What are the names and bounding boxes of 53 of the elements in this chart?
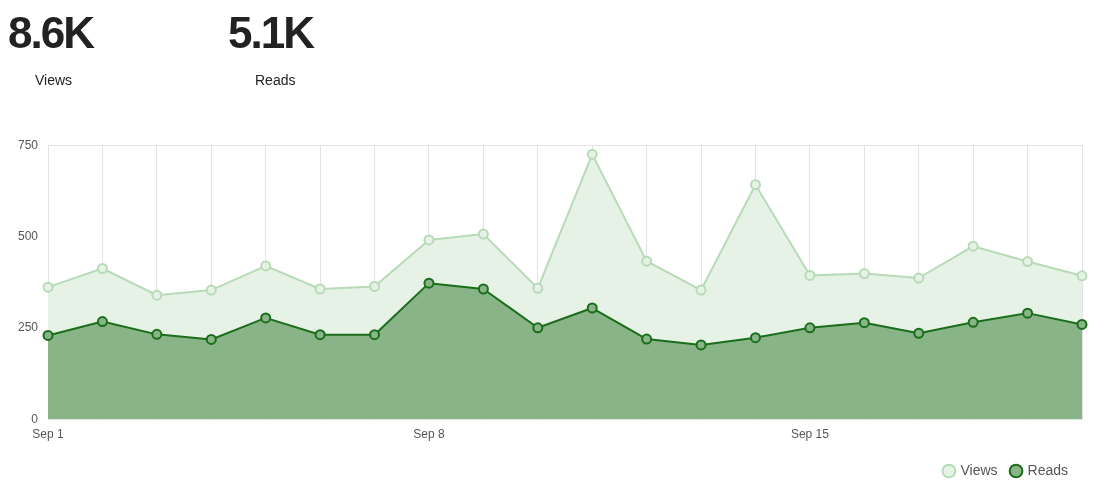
point [1076, 318, 1088, 330]
x-tick-label: Sep 15 [790, 427, 830, 442]
point [42, 281, 54, 293]
point [314, 329, 326, 341]
point [96, 316, 108, 328]
point [96, 263, 108, 274]
point [205, 333, 217, 345]
point [913, 272, 925, 284]
point [586, 148, 598, 160]
point [804, 269, 816, 281]
point [913, 327, 925, 339]
point [586, 302, 598, 314]
point [151, 328, 163, 340]
point [260, 312, 272, 324]
point [858, 317, 870, 329]
text: 8.6K [8, 8, 95, 58]
point [532, 322, 544, 334]
point [369, 280, 381, 292]
legend-label: Reads [1027, 461, 1068, 478]
point [477, 228, 489, 240]
point [369, 329, 381, 341]
x-tick-label: Sep 1 [32, 427, 65, 442]
point [532, 282, 544, 294]
point [695, 339, 707, 351]
point [151, 289, 163, 301]
point [641, 255, 653, 267]
point [42, 329, 54, 341]
point [858, 268, 870, 280]
point [1022, 256, 1034, 268]
point [749, 332, 761, 344]
point [967, 316, 979, 328]
point [423, 277, 435, 289]
y-tick-label: 250 [17, 320, 39, 335]
point [1076, 270, 1088, 282]
point [1022, 307, 1034, 319]
point [423, 234, 435, 246]
x-tick-label: Sep 8 [413, 427, 445, 442]
text: Views [34, 72, 74, 88]
point [695, 284, 707, 296]
legend-label: Views [960, 461, 998, 478]
point [804, 322, 816, 334]
point [749, 179, 761, 191]
point [314, 283, 326, 295]
point [205, 284, 217, 296]
y-tick-label: 500 [17, 228, 39, 243]
point [967, 240, 979, 252]
point [477, 283, 489, 295]
text: Reads [254, 72, 297, 88]
point [641, 333, 653, 345]
y-tick-label: 750 [17, 137, 39, 152]
y-tick-label: 0 [31, 411, 39, 426]
point [260, 260, 272, 272]
text: 5.1K [228, 8, 315, 58]
